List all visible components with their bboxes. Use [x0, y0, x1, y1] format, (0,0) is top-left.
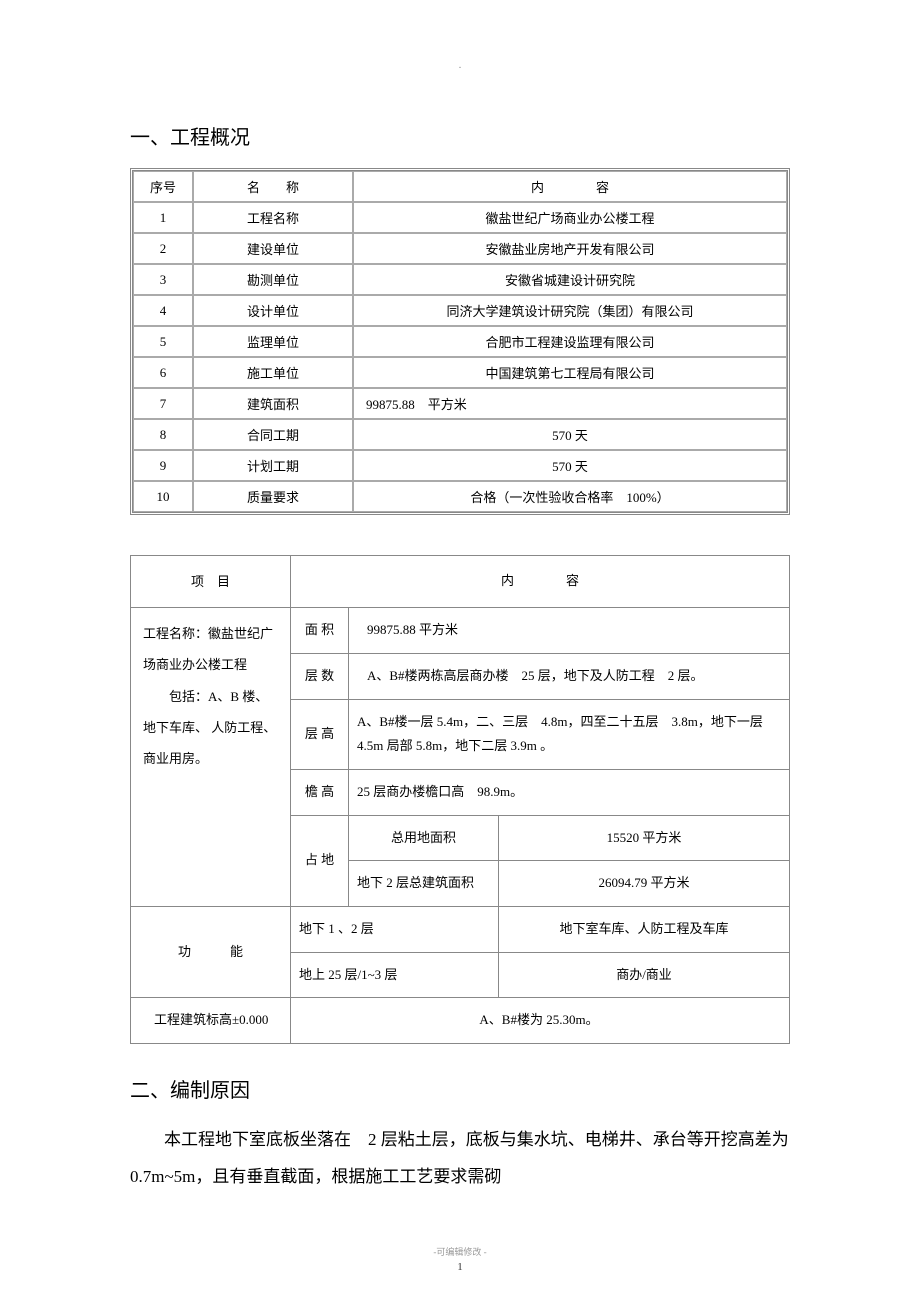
th-seq: 序号: [133, 171, 193, 202]
detail-table: 项 目 内 容 工程名称：徽盐世纪广场商业办公楼工程 包括：A、B 楼、地下车库…: [130, 555, 790, 1044]
cell-name: 勘测单位: [193, 264, 353, 295]
label-eaves: 檐 高: [291, 769, 349, 815]
cell-name: 质量要求: [193, 481, 353, 512]
section-1-title: 一、工程概况: [130, 121, 790, 150]
table-header-row: 序号 名 称 内 容: [133, 171, 787, 202]
cell-seq: 9: [133, 450, 193, 481]
label-land-basement: 地下 2 层总建筑面积: [349, 861, 499, 907]
value-eaves: 25 层商办楼檐口高 98.9m。: [349, 769, 790, 815]
cell-name: 监理单位: [193, 326, 353, 357]
table-row: 6 施工单位 中国建筑第七工程局有限公司: [133, 357, 787, 388]
value-func-above: 商办/商业: [499, 952, 790, 998]
label-floors: 层 数: [291, 653, 349, 699]
header-dot: .: [130, 60, 790, 71]
cell-seq: 2: [133, 233, 193, 264]
th-content: 内 容: [353, 171, 787, 202]
cell-name: 施工单位: [193, 357, 353, 388]
table-row: 7 建筑面积 99875.88 平方米: [133, 388, 787, 419]
cell-name: 建设单位: [193, 233, 353, 264]
cell-seq: 6: [133, 357, 193, 388]
body-paragraph: 本工程地下室底板坐落在 2 层粘土层，底板与集水坑、电梯井、承台等开挖高差为 0…: [130, 1121, 790, 1196]
cell-content: 合肥市工程建设监理有限公司: [353, 326, 787, 357]
th-content: 内 容: [291, 556, 790, 608]
cell-content: 安徽省城建设计研究院: [353, 264, 787, 295]
cell-content: 合格（一次性验收合格率 100%）: [353, 481, 787, 512]
table-header-row: 项 目 内 容: [131, 556, 790, 608]
label-func-underground: 地下 1 、2 层: [291, 907, 499, 953]
th-project: 项 目: [131, 556, 291, 608]
table-row: 工程名称：徽盐世纪广场商业办公楼工程 包括：A、B 楼、地下车库、 人防工程、商…: [131, 608, 790, 654]
cell-name: 建筑面积: [193, 388, 353, 419]
value-land-basement: 26094.79 平方米: [499, 861, 790, 907]
value-func-underground: 地下室车库、人防工程及车库: [499, 907, 790, 953]
table-row: 4 设计单位 同济大学建筑设计研究院（集团）有限公司: [133, 295, 787, 326]
cell-seq: 4: [133, 295, 193, 326]
table-row: 3 勘测单位 安徽省城建设计研究院: [133, 264, 787, 295]
table-row: 10 质量要求 合格（一次性验收合格率 100%）: [133, 481, 787, 512]
label-elevation: 工程建筑标高±0.000: [131, 998, 291, 1044]
cell-seq: 7: [133, 388, 193, 419]
value-elevation: A、B#楼为 25.30m。: [291, 998, 790, 1044]
cell-seq: 10: [133, 481, 193, 512]
label-land-total: 总用地面积: [349, 815, 499, 861]
section-2-title: 二、编制原因: [130, 1074, 790, 1103]
table-row: 工程建筑标高±0.000 A、B#楼为 25.30m。: [131, 998, 790, 1044]
value-area: 99875.88 平方米: [349, 608, 790, 654]
cell-content: 570 天: [353, 450, 787, 481]
label-land: 占 地: [291, 815, 349, 906]
page-number: 1: [130, 1259, 790, 1276]
cell-content: 徽盐世纪广场商业办公楼工程: [353, 202, 787, 233]
th-name: 名 称: [193, 171, 353, 202]
cell-name: 工程名称: [193, 202, 353, 233]
table-row: 9 计划工期 570 天: [133, 450, 787, 481]
page-footer: -可编辑修改 - 1: [130, 1246, 790, 1276]
value-land-total: 15520 平方米: [499, 815, 790, 861]
value-height: A、B#楼一层 5.4m，二、三层 4.8m，四至二十五层 3.8m，地下一层 …: [349, 699, 790, 769]
label-func-above: 地上 25 层/1~3 层: [291, 952, 499, 998]
cell-content: 中国建筑第七工程局有限公司: [353, 357, 787, 388]
label-function: 功 能: [131, 907, 291, 998]
cell-seq: 3: [133, 264, 193, 295]
label-area: 面 积: [291, 608, 349, 654]
cell-name: 设计单位: [193, 295, 353, 326]
overview-table: 序号 名 称 内 容 1 工程名称 徽盐世纪广场商业办公楼工程 2 建设单位 安…: [130, 168, 790, 515]
cell-seq: 8: [133, 419, 193, 450]
cell-content: 99875.88 平方米: [353, 388, 787, 419]
project-desc: 工程名称：徽盐世纪广场商业办公楼工程 包括：A、B 楼、地下车库、 人防工程、商…: [131, 608, 291, 907]
table-row: 1 工程名称 徽盐世纪广场商业办公楼工程: [133, 202, 787, 233]
cell-seq: 1: [133, 202, 193, 233]
table-row: 2 建设单位 安徽盐业房地产开发有限公司: [133, 233, 787, 264]
cell-name: 合同工期: [193, 419, 353, 450]
cell-name: 计划工期: [193, 450, 353, 481]
cell-content: 安徽盐业房地产开发有限公司: [353, 233, 787, 264]
table-row: 功 能 地下 1 、2 层 地下室车库、人防工程及车库: [131, 907, 790, 953]
cell-seq: 5: [133, 326, 193, 357]
value-floors: A、B#楼两栋高层商办楼 25 层，地下及人防工程 2 层。: [349, 653, 790, 699]
table-row: 5 监理单位 合肥市工程建设监理有限公司: [133, 326, 787, 357]
label-height: 层 高: [291, 699, 349, 769]
footer-note: -可编辑修改 -: [130, 1246, 790, 1260]
cell-content: 同济大学建筑设计研究院（集团）有限公司: [353, 295, 787, 326]
table-row: 8 合同工期 570 天: [133, 419, 787, 450]
cell-content: 570 天: [353, 419, 787, 450]
